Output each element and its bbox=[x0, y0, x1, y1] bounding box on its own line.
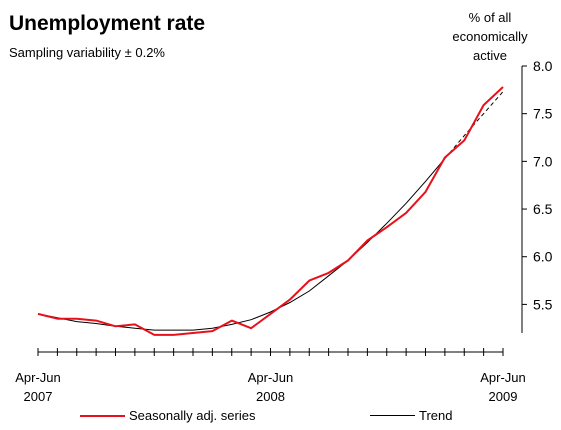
y-tick-label: 8.0 bbox=[533, 58, 553, 74]
y-axis-unit-line: active bbox=[473, 48, 507, 63]
x-tick-label: Apr-Jun bbox=[15, 370, 61, 385]
y-tick-label: 7.5 bbox=[533, 106, 553, 122]
series-line-seasonal bbox=[37, 86, 504, 336]
legend-swatch-seasonal bbox=[80, 414, 125, 417]
y-tick-label: 6.0 bbox=[533, 249, 553, 265]
x-tick-label: Apr-Jun bbox=[248, 370, 294, 385]
legend: Seasonally adj. series Trend bbox=[80, 408, 480, 428]
x-tick-label: 2008 bbox=[256, 389, 285, 404]
legend-label-trend: Trend bbox=[419, 408, 453, 423]
tick-labels: 5.5 6.0 6.5 7.0 7.5 8.0 Apr-Jun 2007 Apr-Jun 2008… bbox=[15, 58, 552, 404]
series-layer bbox=[37, 86, 504, 336]
legend-item-seasonal: Seasonally adj. series bbox=[80, 408, 255, 423]
series-line-trend bbox=[37, 158, 446, 331]
chart-title: Unemployment rate bbox=[9, 12, 206, 35]
x-tick-label: Apr-Jun bbox=[480, 370, 526, 385]
legend-swatch-trend bbox=[370, 415, 415, 416]
y-axis-unit-line: % of all bbox=[468, 10, 512, 25]
chart-subtitle: Sampling variability ± 0.2% bbox=[9, 45, 165, 60]
legend-label-seasonal: Seasonally adj. series bbox=[129, 408, 256, 423]
y-tick-label: 7.0 bbox=[533, 153, 553, 169]
y-axis-unit-line: economically bbox=[452, 29, 528, 44]
x-tick-label: 2007 bbox=[24, 389, 53, 404]
y-tick-label: 6.5 bbox=[533, 201, 553, 217]
legend-item-trend: Trend bbox=[370, 408, 452, 423]
y-axis-unit-label: % of all economically active bbox=[430, 8, 550, 65]
axes bbox=[37, 65, 527, 356]
x-tick-label: 2009 bbox=[489, 389, 518, 404]
y-tick-label: 5.5 bbox=[533, 296, 553, 312]
series-line-trend-provisional bbox=[444, 91, 504, 159]
